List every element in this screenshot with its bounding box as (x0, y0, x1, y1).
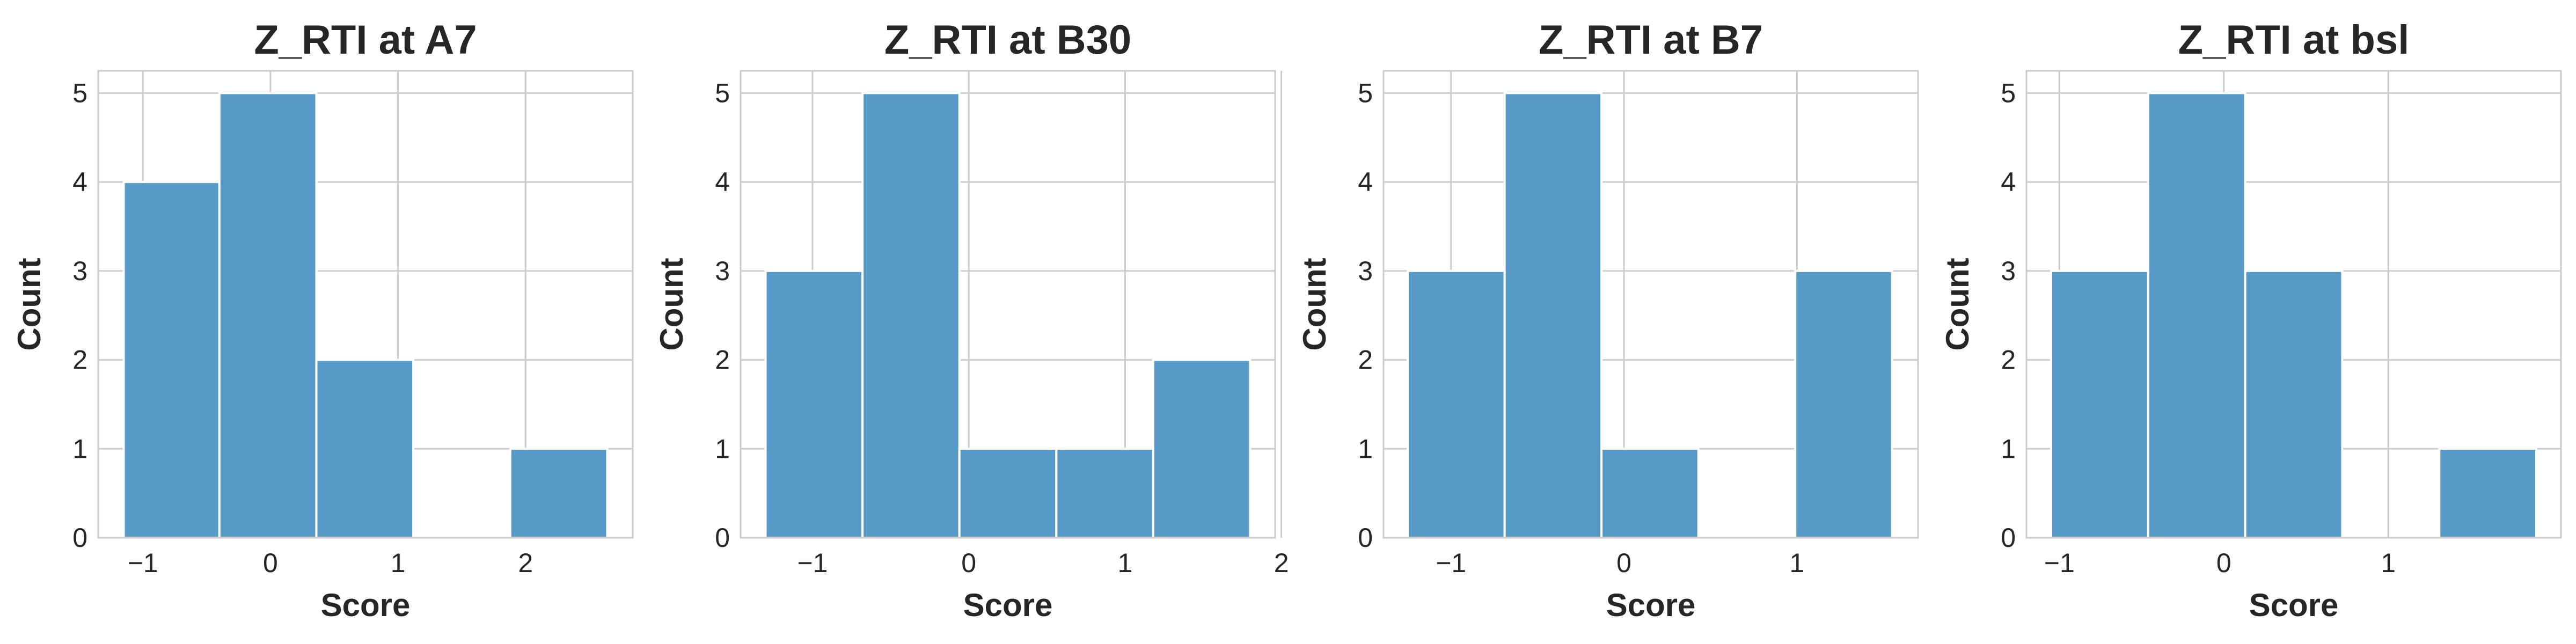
x-tick-label: −1 (797, 548, 828, 578)
y-tick-label: 0 (715, 523, 730, 553)
histogram-bar (218, 92, 318, 539)
histogram-bar (2244, 269, 2344, 539)
y-axis-label: Count (654, 258, 690, 350)
histogram-panel-3: 0 1 2 3 4 5 −1 0 1 Z_RTI at B7 Score Count (1297, 17, 1919, 623)
y-tick-label: 0 (72, 523, 87, 553)
chart-title: Z_RTI at bsl (2178, 17, 2410, 63)
x-tick-label: −1 (1436, 548, 1466, 578)
y-tick-label: 0 (1358, 523, 1373, 553)
y-tick-label: 2 (2001, 345, 2016, 375)
x-axis-label: Score (2249, 587, 2339, 623)
y-tick-label: 5 (2001, 78, 2016, 108)
histogram-panel-1: 0 1 2 3 4 5 −1 0 1 2 Z_RTI at A7 Score Count (11, 17, 634, 623)
plot-frame (1382, 70, 1919, 539)
y-tick-label: 1 (715, 434, 730, 464)
x-tick-label: 1 (391, 548, 406, 578)
y-tick-label: 5 (72, 78, 87, 108)
y-tick-label: 4 (1358, 167, 1373, 197)
x-tick-label: 2 (518, 548, 533, 578)
y-tick-label: 4 (715, 167, 730, 197)
y-axis-label: Count (11, 258, 47, 350)
histogram-bar (2050, 269, 2149, 539)
chart-title: Z_RTI at A7 (254, 17, 477, 63)
x-tick-label: 0 (263, 548, 278, 578)
x-tick-label: 1 (2381, 548, 2396, 578)
x-tick-label: 2 (1274, 548, 1289, 578)
y-tick-label: 4 (72, 167, 87, 197)
y-tick-label: 3 (715, 256, 730, 286)
x-tick-label: −1 (2044, 548, 2075, 578)
y-tick-label: 4 (2001, 167, 2016, 197)
plot-frame (740, 70, 1276, 539)
y-tick-label: 3 (1358, 256, 1373, 286)
y-axis-label: Count (1940, 258, 1975, 350)
y-tick-label: 2 (715, 345, 730, 375)
x-tick-label: 1 (1118, 548, 1133, 578)
histogram-bar (958, 448, 1058, 539)
histogram-bar (1407, 269, 1506, 539)
plot-frame (97, 70, 634, 539)
y-tick-label: 2 (72, 345, 87, 375)
x-axis-label: Score (321, 587, 411, 623)
y-axis-label: Count (1297, 258, 1333, 350)
y-tick-label: 1 (1358, 434, 1373, 464)
histogram-bar (122, 181, 221, 539)
chart-title: Z_RTI at B30 (884, 17, 1131, 63)
histogram-bar (764, 269, 864, 539)
histogram-bar (861, 92, 961, 539)
x-axis-label: Score (1606, 587, 1696, 623)
histogram-bar (509, 448, 609, 539)
y-tick-label: 1 (2001, 434, 2016, 464)
histogram-bar (1152, 358, 1252, 539)
y-tick-label: 1 (72, 434, 87, 464)
histogram-panel-4: 0 1 2 3 4 5 −1 0 1 Z_RTI at bsl Score Count (1940, 17, 2562, 623)
histogram-bar (1794, 269, 1893, 539)
y-tick-label: 5 (1358, 78, 1373, 108)
plot-frame (2025, 70, 2562, 539)
x-tick-label: 0 (961, 548, 976, 578)
histogram-bar (315, 358, 415, 539)
x-tick-label: −1 (128, 548, 158, 578)
histogram-bar (2438, 448, 2538, 539)
y-tick-label: 3 (72, 256, 87, 286)
y-tick-label: 0 (2001, 523, 2016, 553)
chart-title: Z_RTI at B7 (1539, 17, 1763, 63)
histogram-panel-2: 0 1 2 3 4 5 −1 0 1 2 Z_RTI at B30 Score Count (654, 17, 1289, 623)
y-tick-label: 5 (715, 78, 730, 108)
y-tick-label: 3 (2001, 256, 2016, 286)
histogram-bar (1503, 92, 1603, 539)
x-tick-label: 1 (1789, 548, 1804, 578)
histogram-bar (1600, 448, 1700, 539)
histogram-bar (1055, 448, 1154, 539)
x-tick-label: 0 (2216, 548, 2231, 578)
y-tick-label: 2 (1358, 345, 1373, 375)
x-axis-label: Score (963, 587, 1053, 623)
histogram-bar (2147, 92, 2246, 539)
x-tick-label: 0 (1616, 548, 1631, 578)
